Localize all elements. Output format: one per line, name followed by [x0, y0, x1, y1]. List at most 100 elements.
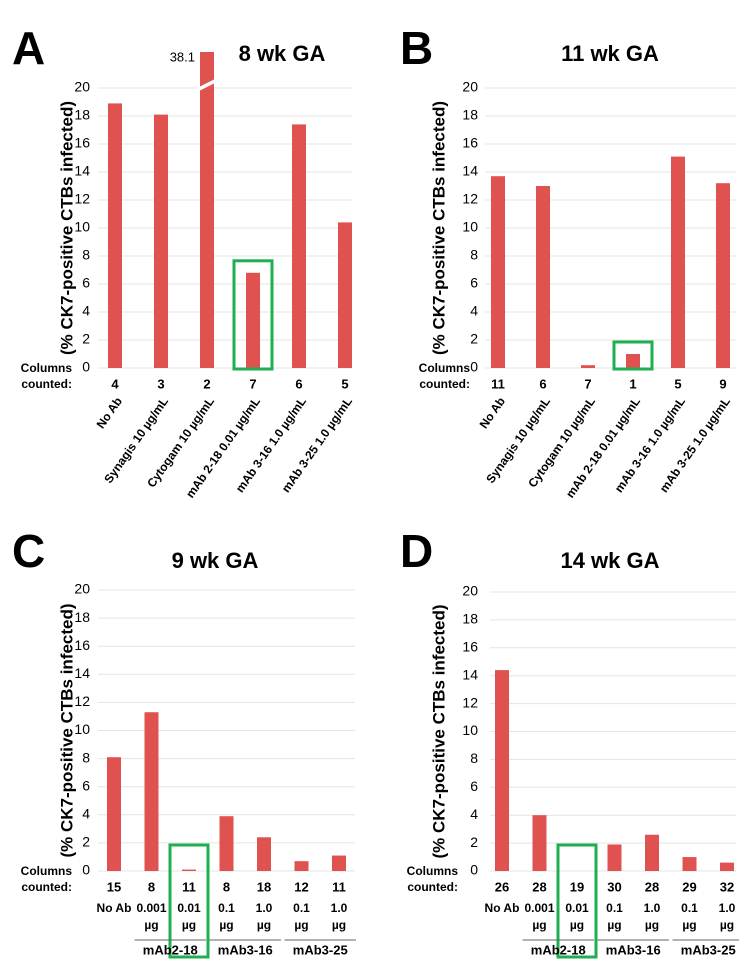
bar [716, 183, 730, 368]
y-tick-label: 16 [462, 639, 478, 655]
panel: C 9 wk GA (% CK7-positive CTBs infected) 0 2… [12, 525, 356, 959]
x-tick-label: 0.1 [293, 901, 310, 915]
y-tick-label: 18 [462, 611, 478, 627]
bar [581, 365, 595, 368]
x-tick-label: 0.01 [565, 901, 589, 915]
y-axis-label: (% CK7-positive CTBs infected) [57, 101, 76, 355]
count-label: 11 [332, 879, 346, 894]
y-tick-label: 10 [462, 722, 478, 738]
y-tick-label: 10 [462, 219, 478, 235]
chart-title: 8 wk GA [239, 41, 326, 66]
y-tick-label: 0 [470, 359, 478, 375]
group-label: mAb2-18 [143, 942, 198, 957]
x-tick-label: No Ab [485, 901, 520, 915]
bar [108, 103, 122, 368]
count-label: 6 [539, 376, 546, 391]
count-label: 9 [719, 376, 726, 391]
y-tick-label: 20 [462, 583, 478, 599]
chart-title: 14 wk GA [560, 548, 659, 573]
counts-label: counted: [419, 377, 470, 391]
x-tick-label: µg [294, 918, 308, 932]
count-label: 12 [294, 879, 308, 894]
x-tick-label: µg [607, 918, 621, 932]
x-tick-label: No Ab [477, 395, 508, 432]
counts-label: counted: [21, 880, 72, 894]
count-label: 28 [645, 879, 659, 894]
y-tick-label: 10 [74, 219, 90, 235]
count-label: 1 [629, 376, 636, 391]
count-label: 29 [682, 879, 696, 894]
axis-break [197, 78, 217, 92]
bar [645, 834, 659, 871]
y-tick-label: 18 [74, 609, 90, 625]
x-tick-label: 1.0 [256, 901, 273, 915]
bar [294, 861, 309, 871]
y-tick-label: 6 [82, 777, 90, 793]
x-tick-label: µg [332, 918, 346, 932]
count-label: 8 [148, 879, 155, 894]
y-tick-label: 12 [74, 191, 90, 207]
x-tick-label: 1.0 [331, 901, 348, 915]
counts-label: counted: [21, 377, 72, 391]
y-tick-label: 8 [470, 247, 478, 263]
panel-letter: A [12, 22, 45, 74]
bar [532, 815, 547, 871]
y-tick-label: 20 [74, 581, 90, 597]
x-tick-label: µg [144, 918, 158, 932]
bar [671, 156, 685, 368]
y-tick-label: 4 [470, 303, 478, 319]
bar [246, 272, 260, 368]
x-tick-label: µg [182, 918, 196, 932]
bar [200, 52, 214, 368]
count-label: 19 [570, 879, 584, 894]
panel: A 8 wk GA (% CK7-positive CTBs infected) 0 2… [12, 22, 355, 500]
y-tick-label: 14 [74, 665, 90, 681]
highlight-box [168, 843, 210, 959]
y-tick-label: 10 [74, 721, 90, 737]
y-tick-label: 6 [82, 275, 90, 291]
bar [720, 862, 734, 871]
bar [292, 124, 306, 368]
highlight-box [232, 259, 274, 371]
count-label: 28 [532, 879, 546, 894]
count-label: 11 [182, 879, 196, 894]
value-label: 38.1 [170, 49, 195, 64]
y-tick-label: 0 [470, 862, 478, 878]
x-tick-label: µg [257, 918, 271, 932]
y-tick-label: 20 [74, 79, 90, 95]
y-tick-label: 18 [74, 107, 90, 123]
x-tick-label: 0.01 [177, 901, 201, 915]
y-tick-label: 0 [82, 359, 90, 375]
y-tick-label: 6 [470, 778, 478, 794]
y-tick-label: 4 [470, 806, 478, 822]
count-label: 18 [257, 879, 271, 894]
panel: B 11 wk GA (% CK7-positive CTBs infected) 0… [400, 22, 736, 501]
y-tick-label: 16 [74, 637, 90, 653]
count-label: 32 [720, 879, 734, 894]
counts-label: Columns [407, 864, 459, 878]
bar [495, 670, 509, 871]
x-tick-label: 1.0 [719, 901, 736, 915]
y-tick-label: 2 [470, 331, 478, 347]
count-label: 5 [674, 376, 681, 391]
highlight-box [556, 843, 598, 959]
count-label: 7 [584, 376, 591, 391]
bar [626, 354, 640, 368]
bar [332, 855, 346, 871]
x-tick-label: 0.001 [524, 901, 554, 915]
y-tick-label: 2 [82, 331, 90, 347]
counts-label: Columns [21, 864, 73, 878]
count-label: 30 [607, 879, 621, 894]
x-tick-label: µg [532, 918, 546, 932]
count-label: 6 [295, 376, 302, 391]
bar [682, 857, 697, 871]
bar [607, 844, 622, 871]
y-tick-label: 16 [462, 135, 478, 151]
y-tick-label: 8 [82, 749, 90, 765]
count-label: 11 [491, 376, 505, 391]
group-label: mAb3-25 [681, 942, 736, 957]
y-tick-label: 8 [82, 247, 90, 263]
y-tick-label: 8 [470, 750, 478, 766]
y-axis-label: (% CK7-positive CTBs infected) [429, 604, 448, 858]
y-tick-label: 18 [462, 107, 478, 123]
